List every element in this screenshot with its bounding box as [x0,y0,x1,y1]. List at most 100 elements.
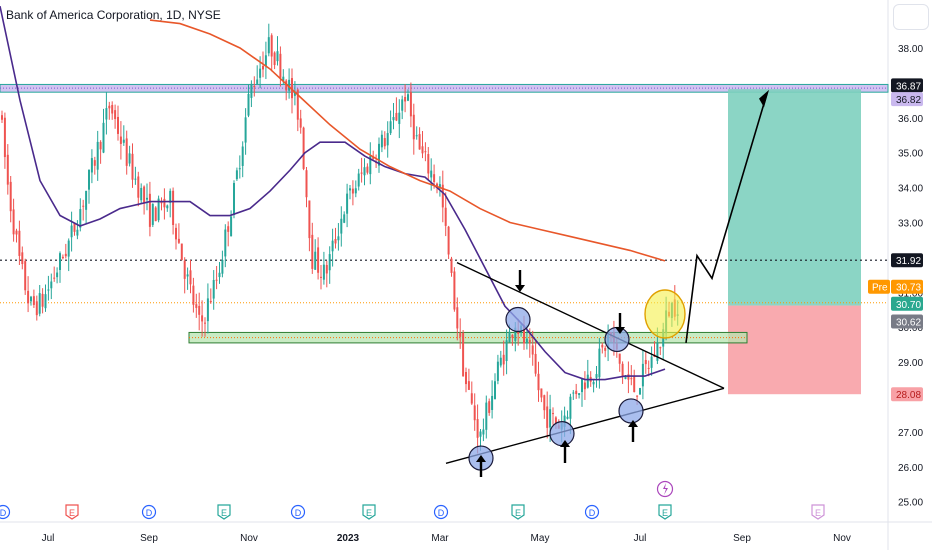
candle-body [421,146,424,154]
candle-body [552,413,554,415]
candle-body [441,184,444,208]
candle-body [189,270,192,285]
candle-body [433,174,436,183]
candle-body [514,327,517,342]
candle-body [430,170,433,178]
candle-body [302,127,305,169]
candle-body [537,373,540,391]
candle-body [15,230,18,235]
candle-body [204,322,206,324]
candle-body [563,415,566,427]
candle-body [476,419,479,438]
candle-body [24,261,27,291]
y-tick-label: 29.00 [898,358,923,369]
candle-body [82,205,85,207]
candle-body [389,121,392,134]
candle-body [337,236,340,241]
candle-body [64,253,67,257]
candle-body [250,83,253,98]
candle-body [206,298,209,322]
y-tick-label: 31.00 [898,288,923,299]
x-tick-label: Nov [833,533,851,544]
ma-long-line [149,19,666,262]
candle-body [424,151,427,153]
event-marker-label: D [295,508,302,518]
chart-menu-button[interactable] [893,4,929,30]
candle-body [169,190,172,203]
candle-body [273,52,276,65]
candle-body [79,209,82,228]
candle-body [90,158,93,173]
dividend-marker [584,504,600,520]
event-marker-label: E [662,508,668,518]
candle-body [47,289,50,291]
candle-body [380,134,383,148]
candle-body [76,229,79,236]
candle-body [172,190,175,225]
earnings-marker [658,504,672,520]
candle-body [366,166,369,173]
price-tag-30-62 [891,314,923,329]
candle-body [224,229,227,257]
y-tick-label: 25.00 [898,498,923,509]
triangle-lower-line [445,387,725,464]
candle-body [627,374,630,380]
breakout-highlight-ellipse [644,289,686,339]
price-tag-28-08 [891,387,923,402]
candle-body [311,234,314,269]
candle-body [6,154,9,185]
candle-body [328,254,331,271]
y-tick-label: 30.00 [898,323,923,334]
candle-body [508,331,511,343]
candle-body [128,153,131,164]
candle-body [282,76,285,81]
earnings-marker [362,504,376,520]
price-tag-label: 30.62 [896,318,921,329]
candle-body [505,340,508,362]
candle-body [395,112,398,121]
candle-body [462,332,465,377]
candle-body [546,406,549,428]
candle-body [641,363,644,387]
candle-body [409,92,412,117]
candle-body [140,187,143,201]
candle-body [447,226,450,255]
candle-body [230,216,233,237]
candle-body [473,405,476,421]
loss-zone [728,305,861,395]
candle-body [566,416,569,419]
candle-body [650,356,653,368]
x-tick-label: Jul [634,533,647,544]
candle-body [163,198,166,208]
candle-body [401,99,404,111]
candle-body [192,285,195,305]
candle-body [114,110,117,120]
event-marker-label: E [69,508,75,518]
dividend-marker [290,504,306,520]
candle-body [212,280,215,299]
candle-body [317,247,320,273]
candle-body [621,363,624,377]
price-tag-36-87 [891,78,923,93]
candle-body [235,170,238,180]
chart-title: Bank of America Corporation, 1D, NYSE [6,8,221,22]
candle-body [540,388,543,398]
candle-body [267,37,270,54]
candle-body [363,167,366,176]
candle-body [511,335,514,338]
candle-body [444,207,447,226]
candle-body [331,240,334,252]
candle-body [369,155,372,175]
candle-body [59,253,61,270]
candle-body [407,94,409,101]
candle-body [456,307,459,329]
candle-body [618,353,621,364]
candle-body [633,375,636,393]
candle-body [334,239,337,244]
candle-body [119,136,122,144]
candle-body [148,193,151,227]
candle-body [586,374,589,388]
candle-body [137,176,140,198]
